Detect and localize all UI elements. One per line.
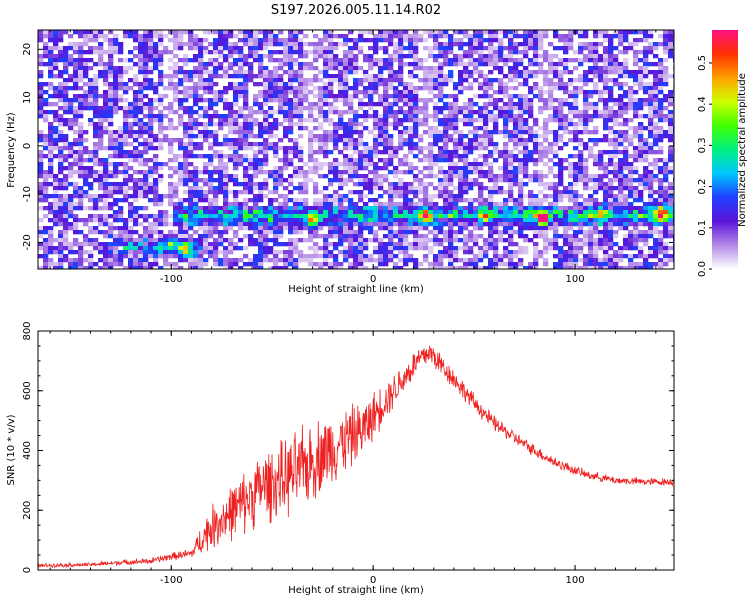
colorbar-ticks: 0.0 0.1 0.2 0.3 0.4 0.5: [697, 55, 712, 277]
x-tick-label: -100: [160, 575, 183, 586]
y-tick-label: 20: [22, 43, 33, 56]
colorbar-tick-label: 0.2: [697, 179, 708, 195]
y-tick-label: 0: [22, 567, 33, 573]
colorbar-tick-label: 0.0: [697, 261, 708, 277]
colorbar-gradient: [712, 30, 738, 269]
snr-y-axis-label: SNR (10 * v/v): [6, 414, 17, 485]
y-tick-label: -20: [22, 234, 33, 250]
y-tick-label: 400: [22, 441, 33, 460]
heatmap-y-axis-label: Frequency (Hz): [6, 112, 17, 188]
colorbar-tick-label: 0.1: [697, 220, 708, 236]
colorbar: 0.0 0.1 0.2 0.3 0.4 0.5 Normalized spectral a…: [697, 30, 748, 277]
colorbar-tick-label: 0.5: [697, 55, 708, 71]
y-tick-label: 10: [22, 91, 33, 104]
y-tick-label: -10: [22, 186, 33, 202]
x-tick-label: -100: [160, 274, 183, 285]
y-tick-label: 800: [22, 321, 33, 340]
snr-x-axis-label: Height of straight line (km): [288, 585, 424, 596]
heatmap-cells: [38, 30, 678, 270]
colorbar-label: Normalized spectral amplitude: [737, 73, 748, 227]
colorbar-tick-label: 0.3: [697, 137, 708, 153]
y-tick-label: 600: [22, 381, 33, 400]
x-tick-label: 100: [566, 575, 585, 586]
x-tick-label: 100: [566, 274, 585, 285]
y-tick-label: 0: [22, 143, 33, 149]
heatmap-x-axis-label: Height of straight line (km): [288, 284, 424, 295]
figure-title: S197.2026.005.11.14.R02: [271, 3, 441, 18]
colorbar-tick-label: 0.4: [697, 96, 708, 112]
y-tick-label: 200: [22, 501, 33, 520]
